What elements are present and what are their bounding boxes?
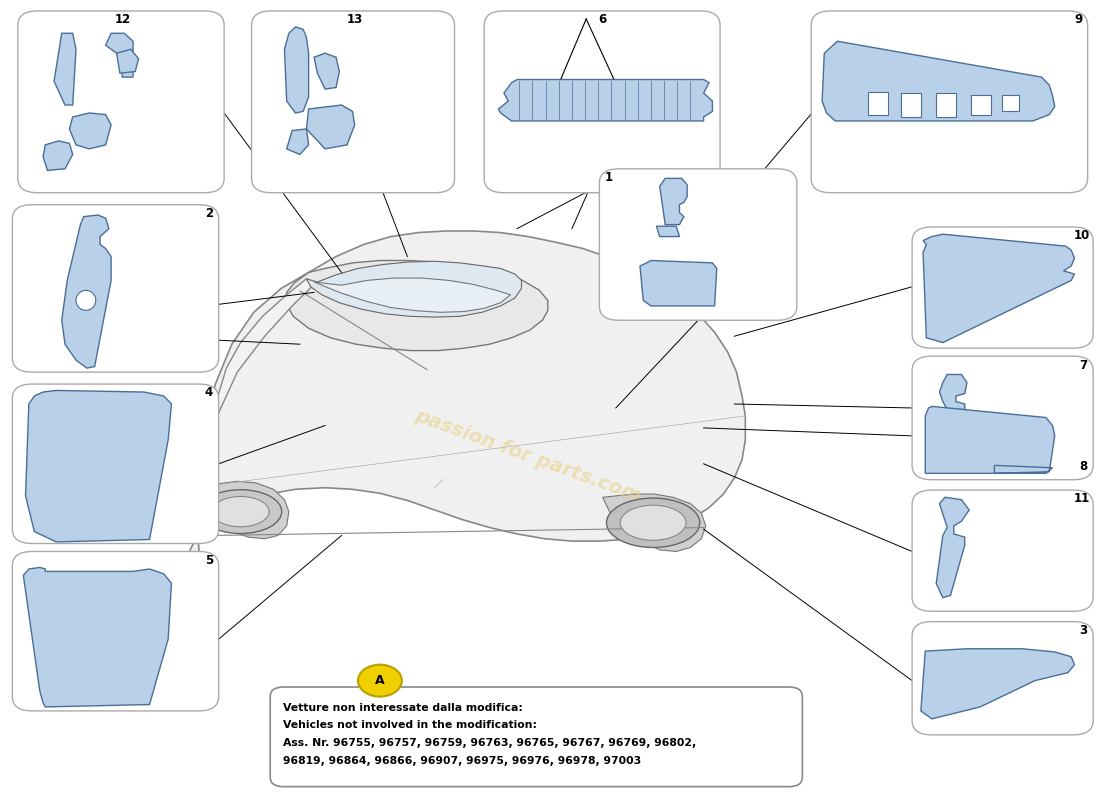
Text: 10: 10 [1074, 230, 1090, 242]
Polygon shape [69, 113, 111, 149]
Text: 2: 2 [205, 207, 213, 220]
Ellipse shape [606, 498, 700, 547]
Text: 9: 9 [1074, 14, 1082, 26]
Text: 5: 5 [205, 554, 213, 567]
Bar [868, 92, 888, 114]
Polygon shape [925, 406, 1055, 474]
Polygon shape [194, 279, 315, 488]
Text: 1: 1 [605, 171, 613, 184]
Bar [936, 93, 956, 117]
Polygon shape [660, 178, 688, 225]
Polygon shape [287, 129, 309, 154]
Polygon shape [307, 262, 521, 317]
FancyBboxPatch shape [912, 356, 1093, 480]
FancyBboxPatch shape [12, 551, 219, 711]
Ellipse shape [199, 490, 282, 534]
Text: 7: 7 [1079, 358, 1088, 371]
Ellipse shape [212, 497, 270, 526]
Polygon shape [657, 226, 680, 237]
Polygon shape [921, 649, 1075, 719]
FancyBboxPatch shape [912, 227, 1093, 348]
FancyBboxPatch shape [18, 11, 224, 193]
FancyBboxPatch shape [271, 687, 802, 786]
FancyBboxPatch shape [252, 11, 454, 193]
Polygon shape [117, 50, 139, 73]
Polygon shape [23, 567, 172, 707]
Text: 3: 3 [1079, 624, 1088, 637]
Polygon shape [640, 261, 717, 306]
FancyBboxPatch shape [912, 490, 1093, 611]
Polygon shape [106, 34, 133, 77]
Polygon shape [939, 374, 967, 410]
Ellipse shape [76, 290, 96, 310]
Bar [1002, 95, 1019, 111]
Text: 11: 11 [1074, 493, 1090, 506]
Text: 4: 4 [205, 386, 213, 399]
FancyBboxPatch shape [12, 384, 219, 543]
Polygon shape [603, 494, 706, 551]
Polygon shape [54, 34, 76, 105]
Bar [901, 93, 921, 117]
Polygon shape [822, 42, 1055, 121]
Polygon shape [25, 390, 172, 542]
Bar [971, 94, 991, 114]
Text: 12: 12 [116, 14, 131, 26]
Polygon shape [307, 105, 354, 149]
Ellipse shape [620, 506, 686, 540]
Polygon shape [43, 141, 73, 170]
FancyBboxPatch shape [912, 622, 1093, 735]
Circle shape [358, 665, 402, 697]
Polygon shape [923, 234, 1075, 342]
Polygon shape [285, 27, 309, 113]
Polygon shape [194, 482, 289, 538]
FancyBboxPatch shape [811, 11, 1088, 193]
Text: 13: 13 [346, 14, 363, 26]
Polygon shape [62, 215, 111, 368]
Text: Ass. Nr. 96755, 96757, 96759, 96763, 96765, 96767, 96769, 96802,: Ass. Nr. 96755, 96757, 96759, 96763, 967… [284, 738, 696, 748]
Text: passion for parts.com: passion for parts.com [412, 406, 644, 506]
FancyBboxPatch shape [484, 11, 720, 193]
Text: Vehicles not involved in the modification:: Vehicles not involved in the modificatio… [284, 721, 538, 730]
Text: A: A [375, 674, 385, 687]
Polygon shape [498, 79, 713, 121]
Text: 8: 8 [1079, 460, 1088, 474]
Text: 6: 6 [598, 14, 606, 26]
FancyBboxPatch shape [600, 169, 796, 320]
Polygon shape [315, 278, 510, 312]
Polygon shape [188, 231, 746, 598]
Polygon shape [936, 498, 969, 598]
Text: 96819, 96864, 96866, 96907, 96975, 96976, 96978, 97003: 96819, 96864, 96866, 96907, 96975, 96976… [284, 755, 641, 766]
Text: Vetture non interessate dalla modifica:: Vetture non interessate dalla modifica: [284, 703, 524, 713]
FancyBboxPatch shape [12, 205, 219, 372]
Polygon shape [287, 261, 548, 350]
Polygon shape [315, 54, 339, 89]
